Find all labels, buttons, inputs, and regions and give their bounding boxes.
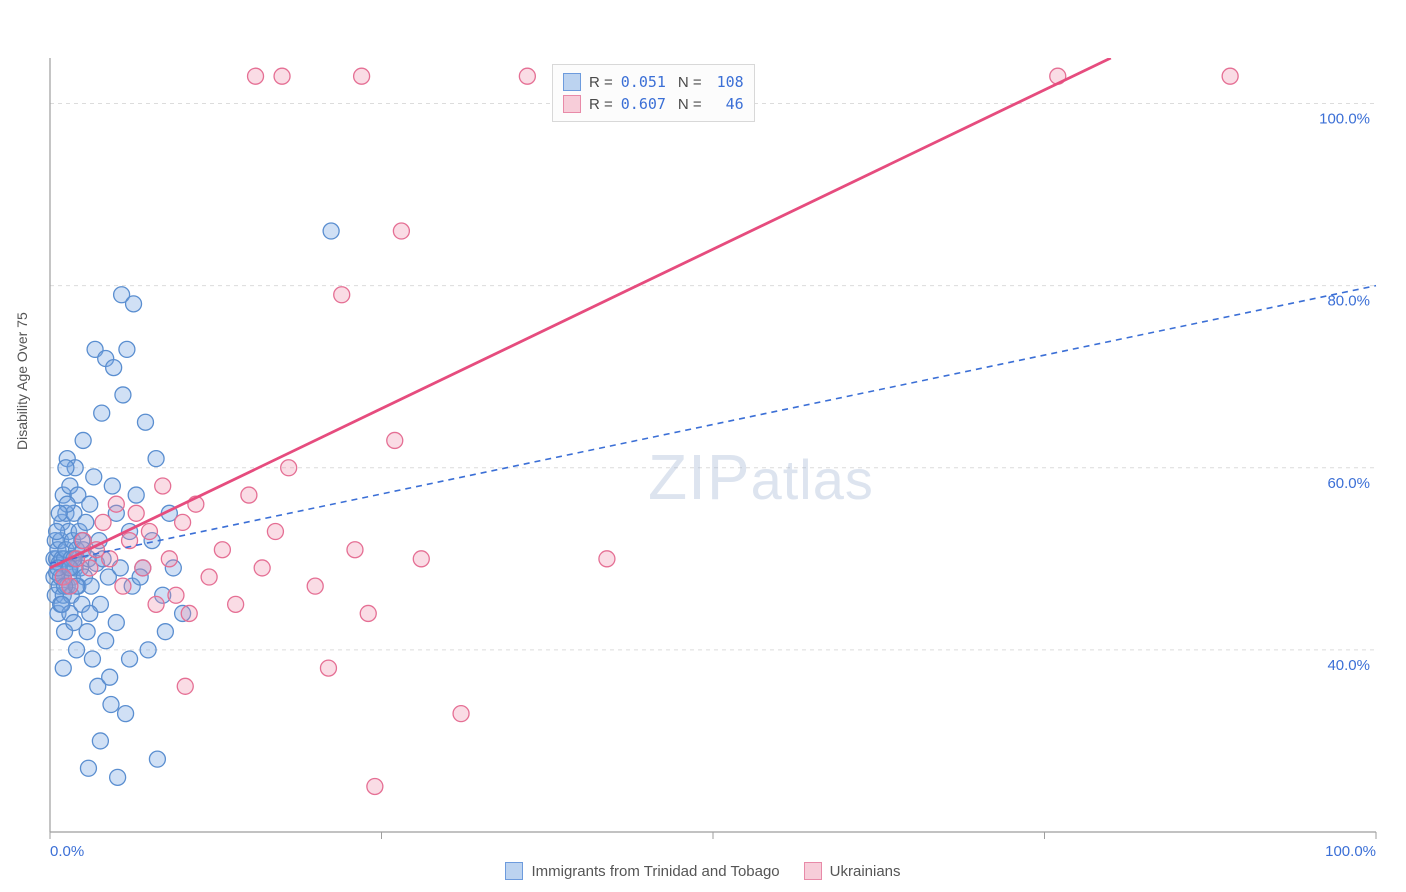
svg-text:100.0%: 100.0% [1319,111,1370,128]
svg-text:100.0%: 100.0% [1325,843,1376,860]
legend-row: R = 0.607 N = 46 [563,93,744,115]
legend-n-label: N = [678,96,702,113]
series-label: Ukrainians [830,863,901,880]
legend-r-label: R = [589,96,613,113]
legend-r-value: 0.607 [621,95,666,113]
series-legend: Immigrants from Trinidad and Tobago Ukrai… [0,862,1406,880]
svg-text:60.0%: 60.0% [1327,475,1370,492]
scatter-chart: 40.0%60.0%80.0%100.0%0.0%100.0% [0,0,1406,892]
series-legend-item: Ukrainians [804,862,901,880]
legend-row: R = 0.051 N = 108 [563,71,744,93]
svg-text:0.0%: 0.0% [50,843,84,860]
series-swatch-icon [505,862,523,880]
legend-r-value: 0.051 [621,73,666,91]
legend-n-value: 46 [710,95,744,113]
series-swatch-icon [804,862,822,880]
legend-n-label: N = [678,74,702,91]
svg-text:40.0%: 40.0% [1327,657,1370,674]
series-label: Immigrants from Trinidad and Tobago [531,863,779,880]
legend-n-value: 108 [710,73,744,91]
legend-swatch-icon [563,95,581,113]
legend-swatch-icon [563,73,581,91]
series-legend-item: Immigrants from Trinidad and Tobago [505,862,779,880]
legend-r-label: R = [589,74,613,91]
correlation-legend: R = 0.051 N = 108 R = 0.607 N = 46 [552,64,755,122]
